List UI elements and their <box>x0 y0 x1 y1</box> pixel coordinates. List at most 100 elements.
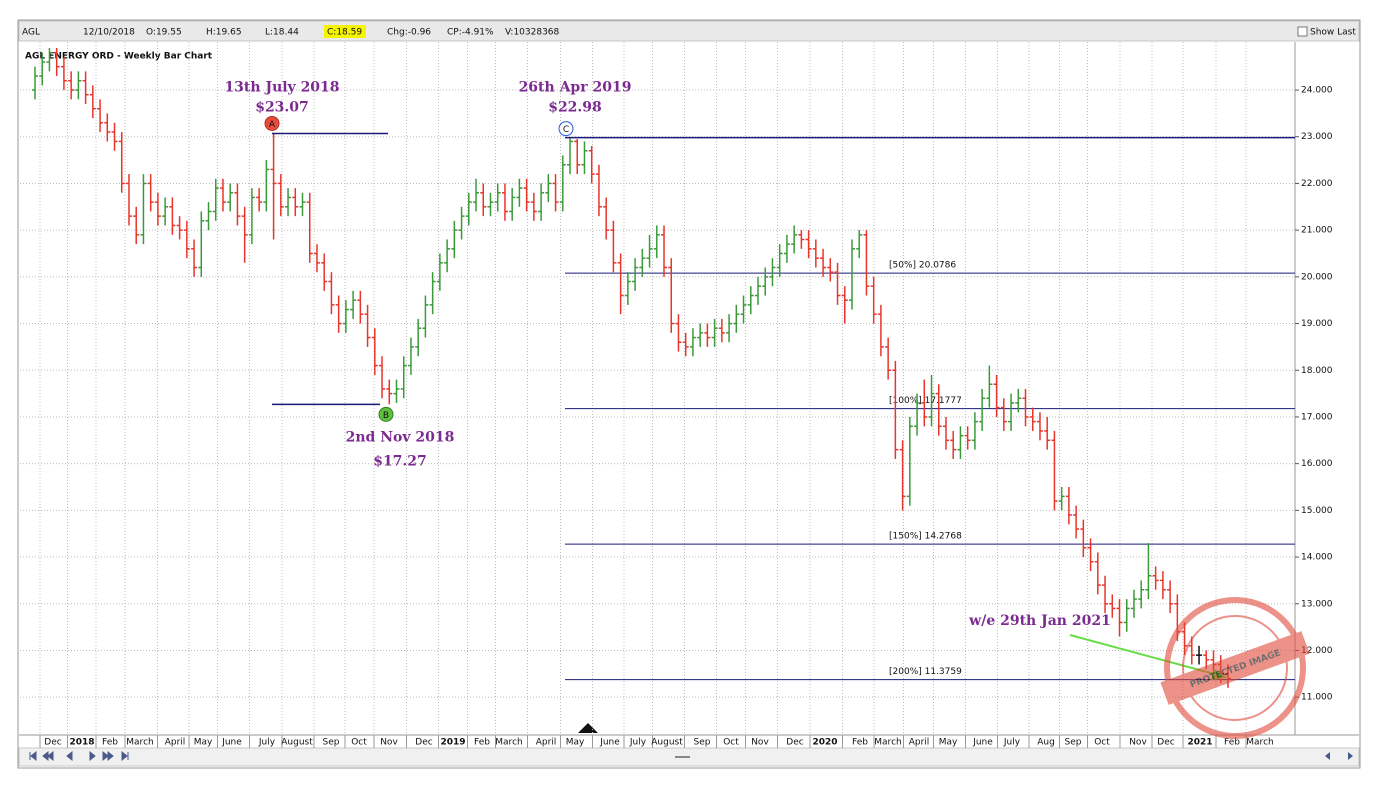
ohlc-bar <box>588 146 595 184</box>
high: H:19.65 <box>206 28 242 38</box>
ohlc-bar <box>350 290 357 319</box>
x-tick-label: Nov <box>1129 738 1147 748</box>
ohlc-bar <box>53 48 60 77</box>
annotation-price: $17.27 <box>373 453 427 469</box>
ohlc-bar <box>335 295 342 333</box>
ohlc-bar <box>552 174 559 212</box>
ohlc-bar <box>892 360 899 459</box>
show-last[interactable]: Show Last <box>1310 28 1356 38</box>
fib-level-label: [200%] 11.3759 <box>889 667 962 677</box>
x-tick-label: Feb <box>474 738 490 748</box>
ohlc-bar <box>661 225 668 277</box>
ohlc-bar <box>1159 571 1166 600</box>
ohlc-bar <box>386 379 393 405</box>
ohlc-bar <box>1022 388 1029 427</box>
date: 12/10/2018 <box>83 28 135 38</box>
x-tick-label: Oct <box>1094 738 1110 748</box>
ohlc-bar <box>89 85 96 119</box>
ohlc-bar <box>436 253 443 291</box>
pivot-marker-label: C <box>563 125 569 135</box>
symbol: AGL <box>22 28 40 38</box>
fib-level-label: [100%] 17.1777 <box>889 396 962 406</box>
ohlc-bar <box>581 141 588 175</box>
ohlc-bar <box>299 192 306 217</box>
fib-level-label: [50%] 20.0786 <box>889 261 956 271</box>
ohlc-bar <box>516 178 523 207</box>
ohlc-bar <box>183 220 190 259</box>
x-tick-label: Sep <box>1065 738 1082 748</box>
ohlc-bar <box>429 272 436 315</box>
ohlc-bar <box>212 178 219 221</box>
y-tick-label: 19.000 <box>1301 319 1333 329</box>
stamp-band <box>1160 631 1310 705</box>
nav-arrows[interactable] <box>29 750 129 762</box>
ohlc-bar <box>292 188 299 217</box>
ohlc-bar <box>1109 594 1116 618</box>
ohlc-bar <box>364 304 371 347</box>
change-percent: CP:-4.91% <box>447 28 494 38</box>
x-tick-label: Feb <box>1224 738 1240 748</box>
pivot-marker-label: A <box>269 120 276 130</box>
ohlc-bar <box>501 183 508 221</box>
ohlc-bar <box>473 178 480 212</box>
ohlc-bar <box>1087 538 1094 572</box>
ohlc-bar <box>812 239 819 268</box>
ohlc-bar <box>422 295 429 338</box>
x-tick-label: June <box>221 738 242 748</box>
ohlc-bar <box>762 267 769 296</box>
ohlc-bar <box>921 379 928 427</box>
ohlc-bar <box>711 318 718 347</box>
ohlc-bar <box>798 230 805 249</box>
ohlc-bar <box>169 197 176 235</box>
ohlc-bar <box>755 276 761 305</box>
y-tick-label: 23.000 <box>1301 132 1333 142</box>
ohlc-bar <box>856 230 863 259</box>
ohlc-bar <box>125 174 132 226</box>
ohlc-bar <box>118 132 125 193</box>
change: Chg:-0.96 <box>387 28 431 38</box>
x-tick-label: April <box>909 738 930 748</box>
ohlc-bar <box>154 192 161 226</box>
y-tick-label: 13.000 <box>1301 599 1333 609</box>
x-tick-label: April <box>165 738 186 748</box>
ohlc-bar <box>198 211 205 277</box>
x-tick-label: Dec <box>44 738 61 748</box>
ohlc-bar <box>1065 487 1072 525</box>
x-tick-label: Dec <box>415 738 432 748</box>
ohlc-bar <box>82 71 89 105</box>
x-tick-label: March <box>874 738 901 748</box>
ohlc-bar <box>451 220 458 259</box>
ohlc-bar <box>899 440 906 511</box>
ohlc-bar <box>133 206 140 245</box>
nav-buttons[interactable] <box>29 750 1353 762</box>
x-tick-label: March <box>126 738 153 748</box>
x-tick-label: May <box>194 738 213 748</box>
ohlc-bar <box>509 188 516 221</box>
ohlc-bar <box>321 253 328 291</box>
x-tick-label: Dec <box>1157 738 1174 748</box>
show-last-checkbox[interactable] <box>1297 26 1308 37</box>
ohlc-bar <box>769 258 776 287</box>
ohlc-bar <box>530 192 537 221</box>
ohlc-bar <box>444 239 451 273</box>
ohlc-bar <box>559 155 566 212</box>
ohlc-bar <box>1145 543 1152 600</box>
ohlc-bar <box>791 225 798 254</box>
y-tick-label: 12.000 <box>1301 646 1333 656</box>
ohlc-bar <box>942 416 949 450</box>
ohlc-bar <box>1008 393 1015 431</box>
ohlc-bar <box>617 253 624 315</box>
ohlc-bar <box>60 57 67 91</box>
ohlc-bar <box>567 137 574 175</box>
ohlc-bar <box>162 197 169 226</box>
ohlc-bar <box>277 174 284 217</box>
ohlc-bar <box>704 323 711 347</box>
ohlc-bar <box>32 66 38 100</box>
ohlc-bar <box>914 393 921 436</box>
ohlc-bar <box>632 258 639 291</box>
ohlc-bar <box>1196 645 1203 665</box>
pivot-marker <box>558 121 574 137</box>
x-tick-label: April <box>536 738 557 748</box>
y-tick-label: 16.000 <box>1301 459 1333 469</box>
